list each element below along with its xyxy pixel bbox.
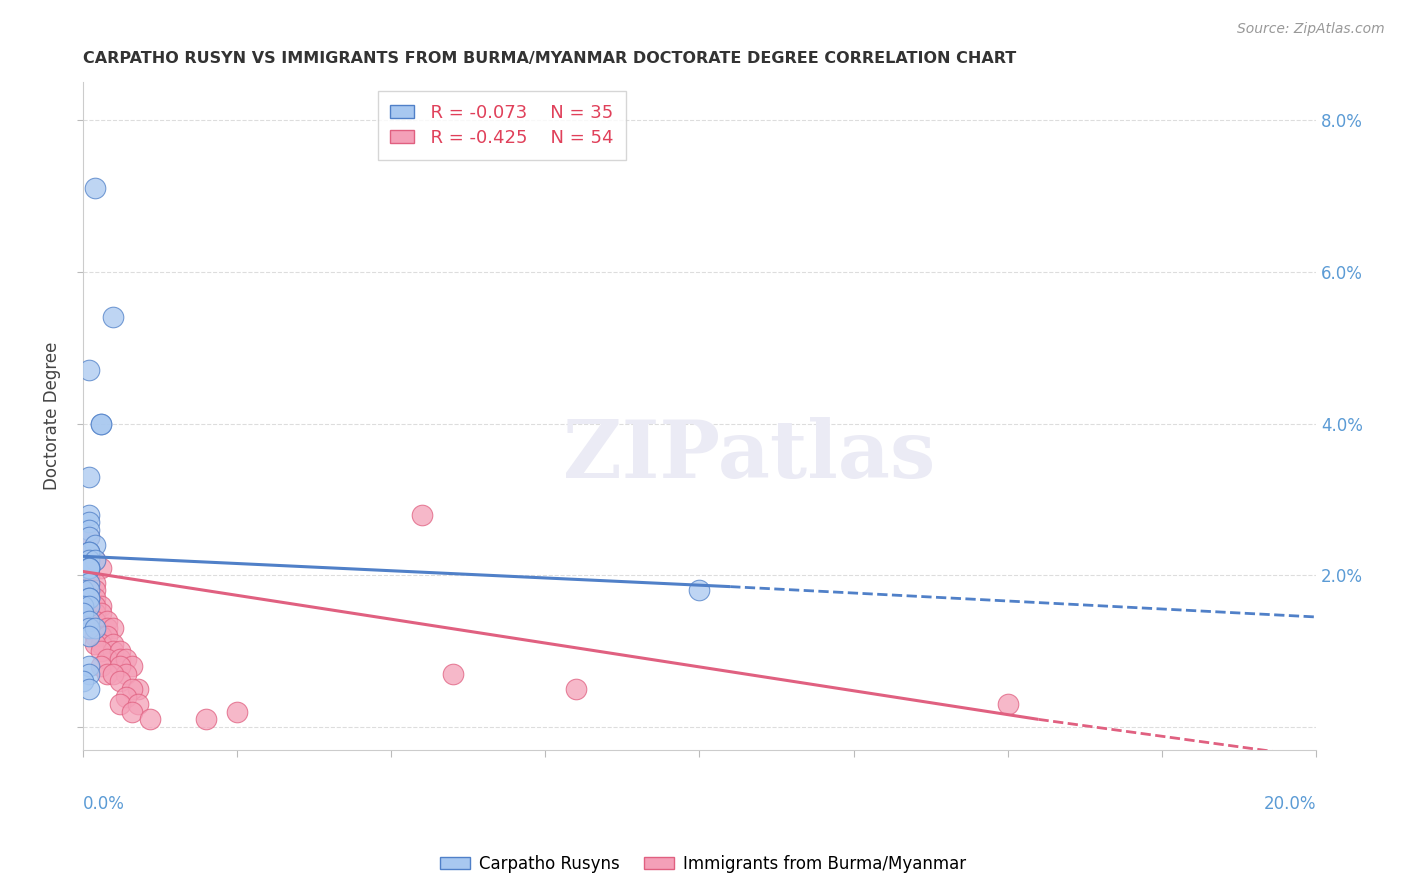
- Point: [108, 644, 131, 658]
- Point: [108, 651, 131, 665]
- Point: [77, 553, 100, 567]
- Point: [77, 583, 100, 598]
- Point: [77, 560, 100, 574]
- Point: [121, 705, 143, 719]
- Legend:   R = -0.073    N = 35,   R = -0.425    N = 54: R = -0.073 N = 35, R = -0.425 N = 54: [378, 91, 626, 160]
- Legend: Carpatho Rusyns, Immigrants from Burma/Myanmar: Carpatho Rusyns, Immigrants from Burma/M…: [433, 848, 973, 880]
- Point: [96, 629, 118, 643]
- Point: [77, 560, 100, 574]
- Point: [72, 674, 94, 689]
- Point: [108, 659, 131, 673]
- Text: Source: ZipAtlas.com: Source: ZipAtlas.com: [1237, 22, 1385, 37]
- Point: [77, 629, 100, 643]
- Point: [84, 614, 107, 628]
- Point: [565, 681, 588, 696]
- Point: [139, 712, 162, 726]
- Point: [77, 568, 100, 582]
- Point: [411, 508, 433, 522]
- Point: [90, 606, 112, 620]
- Point: [127, 697, 149, 711]
- Y-axis label: Doctorate Degree: Doctorate Degree: [44, 342, 60, 490]
- Point: [77, 560, 100, 574]
- Point: [90, 644, 112, 658]
- Point: [84, 621, 107, 635]
- Point: [77, 621, 100, 635]
- Point: [997, 697, 1019, 711]
- Point: [77, 583, 100, 598]
- Point: [77, 659, 100, 673]
- Text: 20.0%: 20.0%: [1264, 796, 1316, 814]
- Point: [103, 644, 125, 658]
- Point: [77, 508, 100, 522]
- Point: [90, 599, 112, 613]
- Point: [84, 553, 107, 567]
- Point: [114, 690, 136, 704]
- Point: [103, 666, 125, 681]
- Point: [77, 591, 100, 605]
- Point: [688, 583, 710, 598]
- Point: [121, 681, 143, 696]
- Point: [114, 666, 136, 681]
- Point: [90, 560, 112, 574]
- Point: [77, 591, 100, 605]
- Point: [225, 705, 247, 719]
- Point: [108, 697, 131, 711]
- Point: [77, 523, 100, 537]
- Point: [84, 553, 107, 567]
- Point: [84, 575, 107, 590]
- Point: [90, 417, 112, 431]
- Point: [96, 614, 118, 628]
- Point: [84, 629, 107, 643]
- Point: [121, 659, 143, 673]
- Point: [84, 606, 107, 620]
- Point: [108, 674, 131, 689]
- Point: [84, 583, 107, 598]
- Point: [103, 621, 125, 635]
- Point: [90, 629, 112, 643]
- Point: [77, 591, 100, 605]
- Point: [96, 666, 118, 681]
- Point: [77, 545, 100, 559]
- Point: [90, 659, 112, 673]
- Point: [77, 599, 100, 613]
- Point: [72, 599, 94, 613]
- Point: [84, 599, 107, 613]
- Point: [77, 599, 100, 613]
- Point: [84, 181, 107, 195]
- Point: [114, 651, 136, 665]
- Point: [77, 614, 100, 628]
- Point: [90, 636, 112, 650]
- Point: [77, 545, 100, 559]
- Point: [103, 636, 125, 650]
- Point: [77, 530, 100, 544]
- Point: [96, 651, 118, 665]
- Point: [77, 575, 100, 590]
- Point: [90, 417, 112, 431]
- Text: CARPATHO RUSYN VS IMMIGRANTS FROM BURMA/MYANMAR DOCTORATE DEGREE CORRELATION CHA: CARPATHO RUSYN VS IMMIGRANTS FROM BURMA/…: [83, 51, 1017, 66]
- Point: [77, 530, 100, 544]
- Text: ZIPatlas: ZIPatlas: [562, 417, 935, 495]
- Point: [77, 606, 100, 620]
- Point: [84, 591, 107, 605]
- Point: [77, 666, 100, 681]
- Point: [441, 666, 464, 681]
- Point: [127, 681, 149, 696]
- Point: [77, 469, 100, 483]
- Point: [77, 553, 100, 567]
- Text: 0.0%: 0.0%: [83, 796, 125, 814]
- Point: [84, 538, 107, 552]
- Point: [77, 515, 100, 529]
- Point: [72, 606, 94, 620]
- Point: [96, 621, 118, 635]
- Point: [77, 363, 100, 377]
- Point: [77, 681, 100, 696]
- Point: [195, 712, 218, 726]
- Point: [103, 310, 125, 325]
- Point: [72, 583, 94, 598]
- Point: [77, 575, 100, 590]
- Point: [84, 636, 107, 650]
- Point: [77, 545, 100, 559]
